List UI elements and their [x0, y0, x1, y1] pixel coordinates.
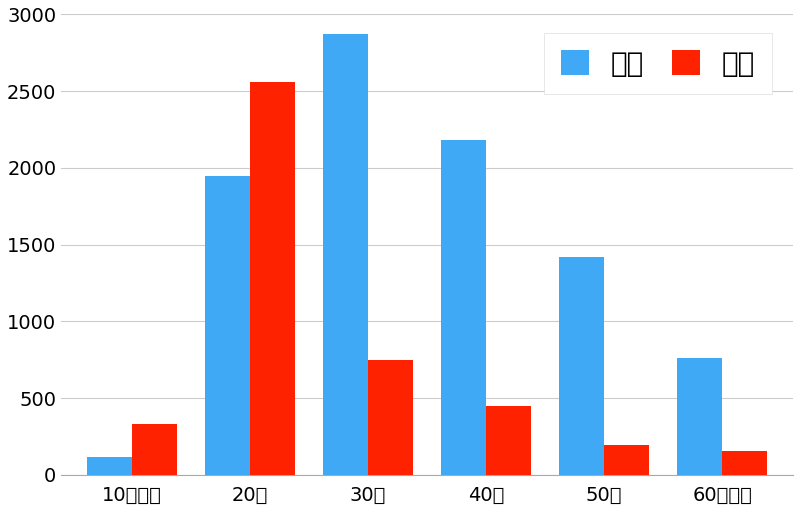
Legend: 男性, 女性: 男性, 女性 [544, 33, 772, 94]
Bar [722, 451, 767, 475]
Bar [368, 360, 413, 475]
Bar [604, 445, 649, 475]
Bar [323, 34, 368, 475]
Bar [559, 257, 604, 475]
Bar [486, 406, 531, 475]
Bar [678, 358, 722, 475]
Bar [87, 457, 132, 475]
Bar [250, 82, 295, 475]
Bar [205, 176, 250, 475]
Bar [132, 424, 177, 475]
Bar [442, 140, 486, 475]
